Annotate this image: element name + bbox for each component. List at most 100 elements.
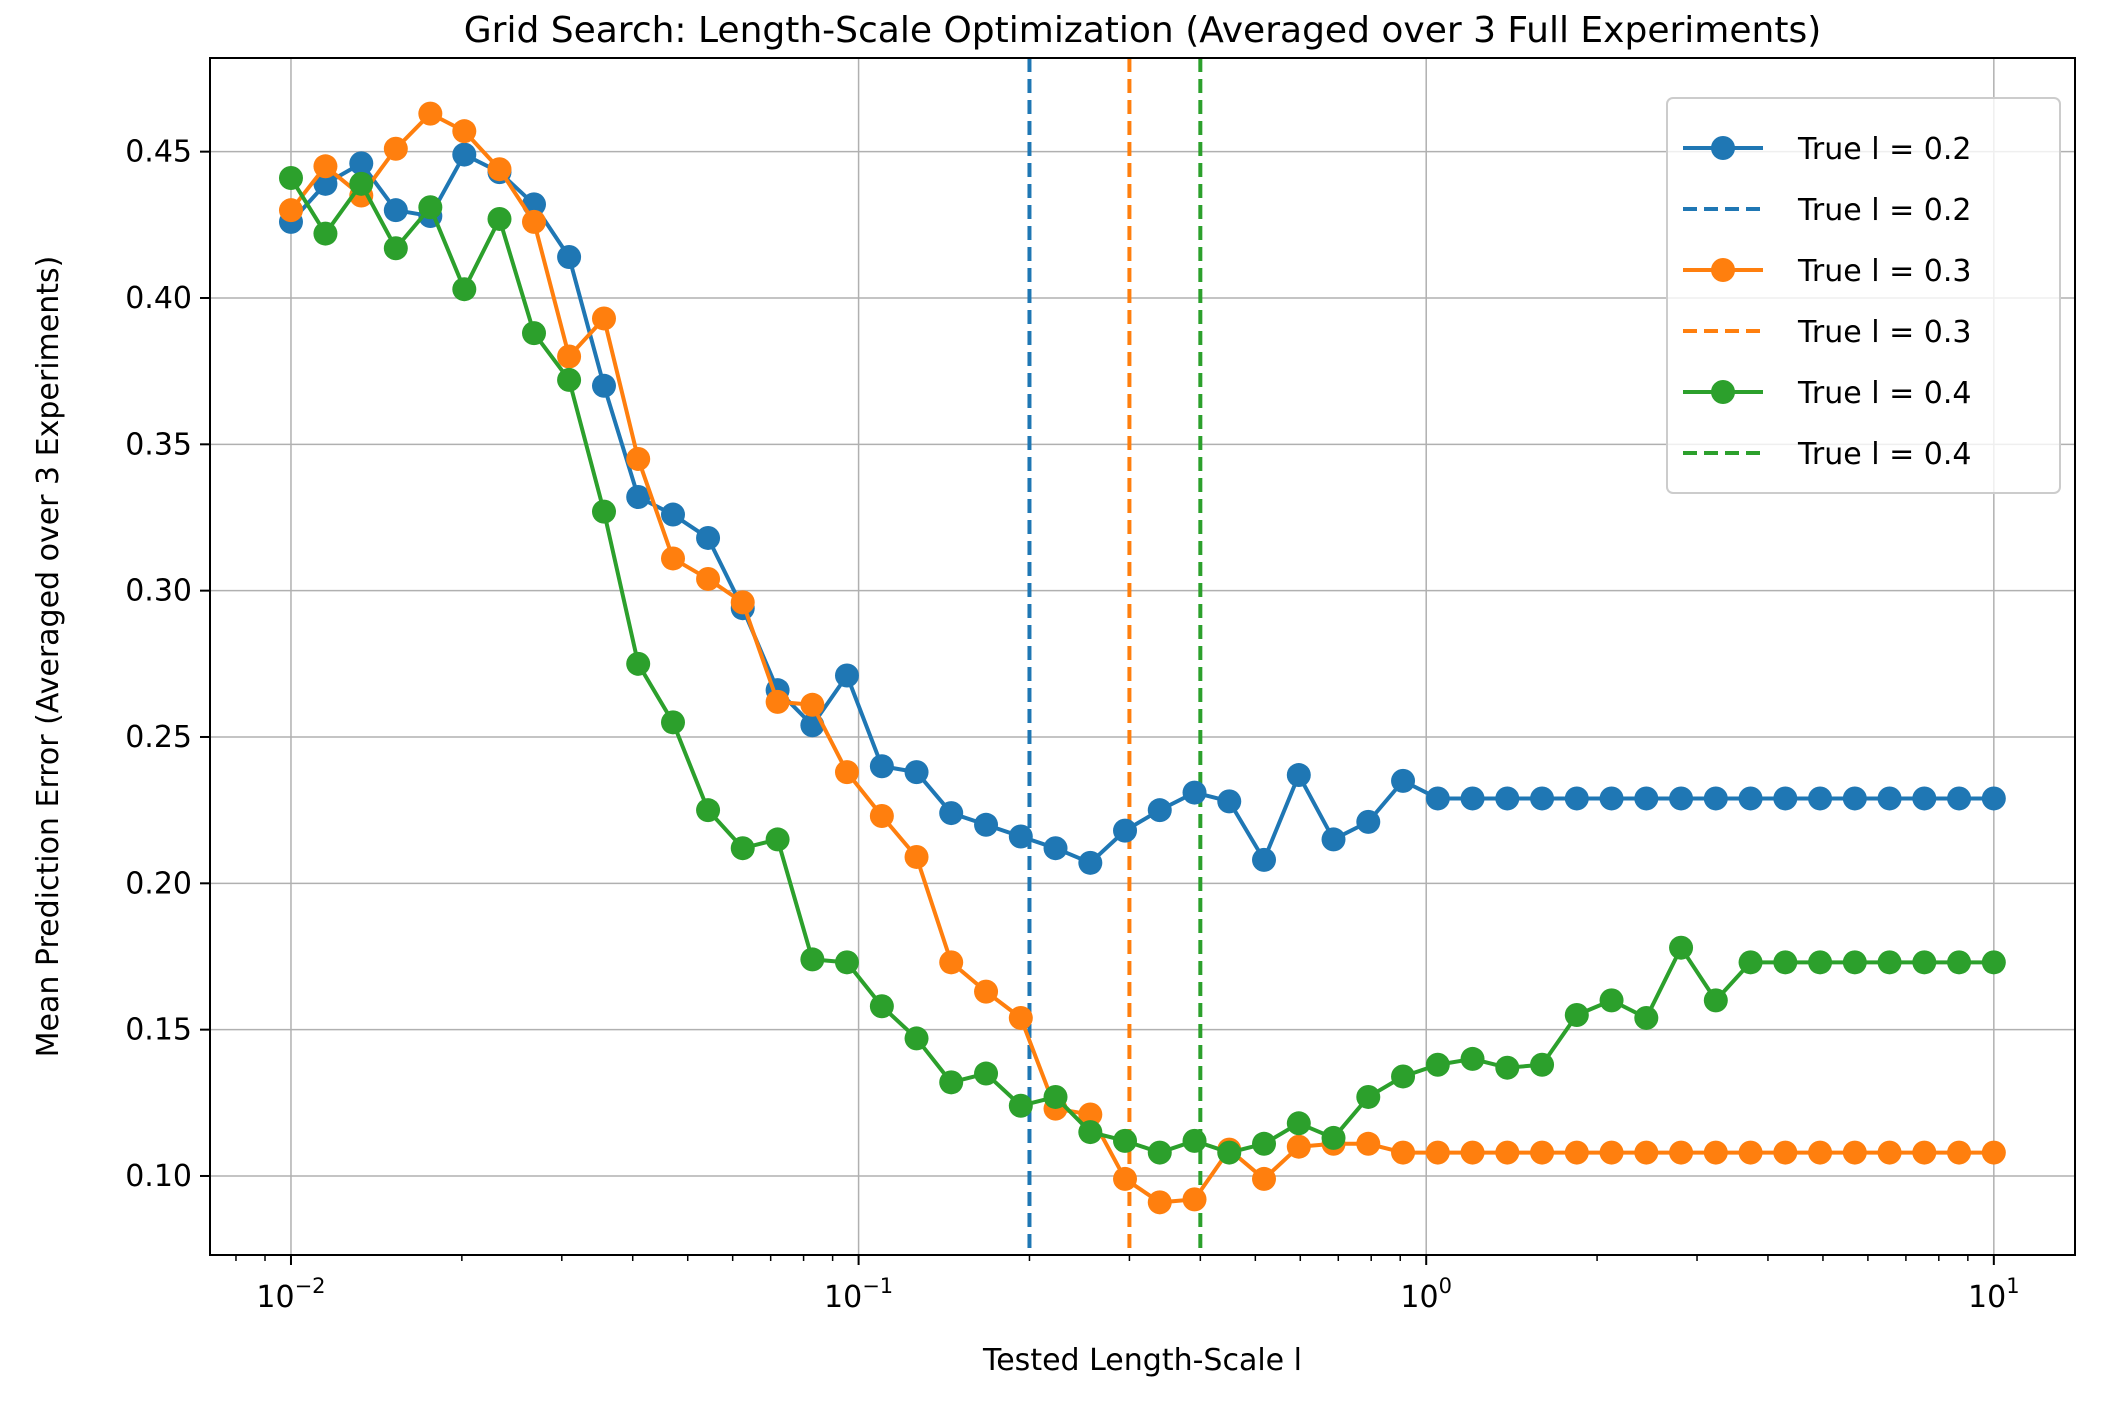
legend-item: True l = 0.4 [1683,376,1972,411]
data-point [626,484,651,509]
data-point [1808,1140,1833,1165]
series-layer [278,101,2006,1215]
data-point [1738,950,1763,975]
data-point [1703,786,1728,811]
data-point [974,1061,999,1086]
y-tick-label: 0.25 [125,720,192,755]
x-tick-labels: 10−2 10−1 100 101 [256,1274,2019,1315]
x-tick-label: 101 [1968,1274,2020,1315]
data-point [1391,1140,1416,1165]
data-point [1043,1084,1068,1109]
data-point [869,754,894,779]
data-point [696,566,721,591]
data-point [1564,1003,1589,1028]
data-point [1321,827,1346,852]
data-point [1425,786,1450,811]
data-point [1460,786,1485,811]
data-point [1391,1064,1416,1089]
data-point [1634,1140,1659,1165]
legend-label: True l = 0.3 [1797,254,1972,289]
data-point [521,321,546,346]
data-point [452,119,477,144]
data-point [313,221,338,246]
y-tick-label: 0.30 [125,574,192,609]
reference-lines [1027,58,1203,1255]
data-point [1217,1140,1242,1165]
legend-label: True l = 0.2 [1797,193,1972,228]
axis-ticks [200,150,1995,1265]
data-point [869,994,894,1019]
data-point [383,198,408,223]
data-point [1530,1052,1555,1077]
data-point [939,801,964,826]
data-point [765,689,790,714]
data-point [1773,950,1798,975]
data-point [1634,786,1659,811]
data-point [1356,809,1381,834]
data-point [1947,1140,1972,1165]
x-tick-label: 10−1 [824,1274,893,1315]
data-point [1252,847,1277,872]
legend-item: True l = 0.3 [1683,254,1972,289]
data-point [418,195,443,220]
data-point [1286,763,1311,788]
data-point [1147,798,1172,823]
data-point [591,373,616,398]
plot-frame [209,57,2076,1256]
data-point [1113,1128,1138,1153]
data-point [1981,1140,2006,1165]
data-point [1182,1187,1207,1212]
data-point [487,157,512,182]
data-point [349,151,374,176]
data-point [869,804,894,829]
legend-label: True l = 0.4 [1797,437,1972,472]
data-point [1877,1140,1902,1165]
data-point [1147,1190,1172,1215]
data-point [660,502,685,527]
data-point [1217,789,1242,814]
data-point [626,651,651,676]
data-point [1460,1046,1485,1071]
data-point [1808,950,1833,975]
data-point [1078,1120,1103,1145]
data-point [904,844,929,869]
data-point [660,546,685,571]
x-tick-label: 10−2 [256,1274,325,1315]
y-tick-label: 0.10 [125,1159,192,1194]
data-point [1495,1140,1520,1165]
data-point [418,101,443,126]
data-point [1738,786,1763,811]
data-point [834,760,859,785]
data-point [800,947,825,972]
data-point [557,245,582,270]
data-point [591,306,616,331]
data-point [487,206,512,231]
data-point [1669,1140,1694,1165]
data-point [1043,836,1068,861]
data-point [800,692,825,717]
data-point [834,950,859,975]
data-point [1738,1140,1763,1165]
data-point [1425,1140,1450,1165]
data-point [730,836,755,861]
y-tick-label: 0.20 [125,866,192,901]
data-point [1599,786,1624,811]
data-point [383,136,408,161]
data-point [1182,1128,1207,1153]
data-point [313,171,338,196]
data-point [557,344,582,369]
series [278,165,2006,1165]
data-point [1078,850,1103,875]
data-point [1912,950,1937,975]
data-point [1425,1052,1450,1077]
y-tick-label: 0.35 [125,427,192,462]
legend-box [1666,97,2061,494]
data-point [1391,768,1416,793]
data-point [1773,1140,1798,1165]
data-point [834,663,859,688]
series [278,101,2006,1215]
y-tick-label: 0.45 [125,135,192,170]
data-point [974,812,999,837]
data-point [1008,824,1033,849]
y-tick-labels: 0.10 0.15 0.20 0.25 0.30 0.35 0.40 0.45 [125,135,192,1194]
